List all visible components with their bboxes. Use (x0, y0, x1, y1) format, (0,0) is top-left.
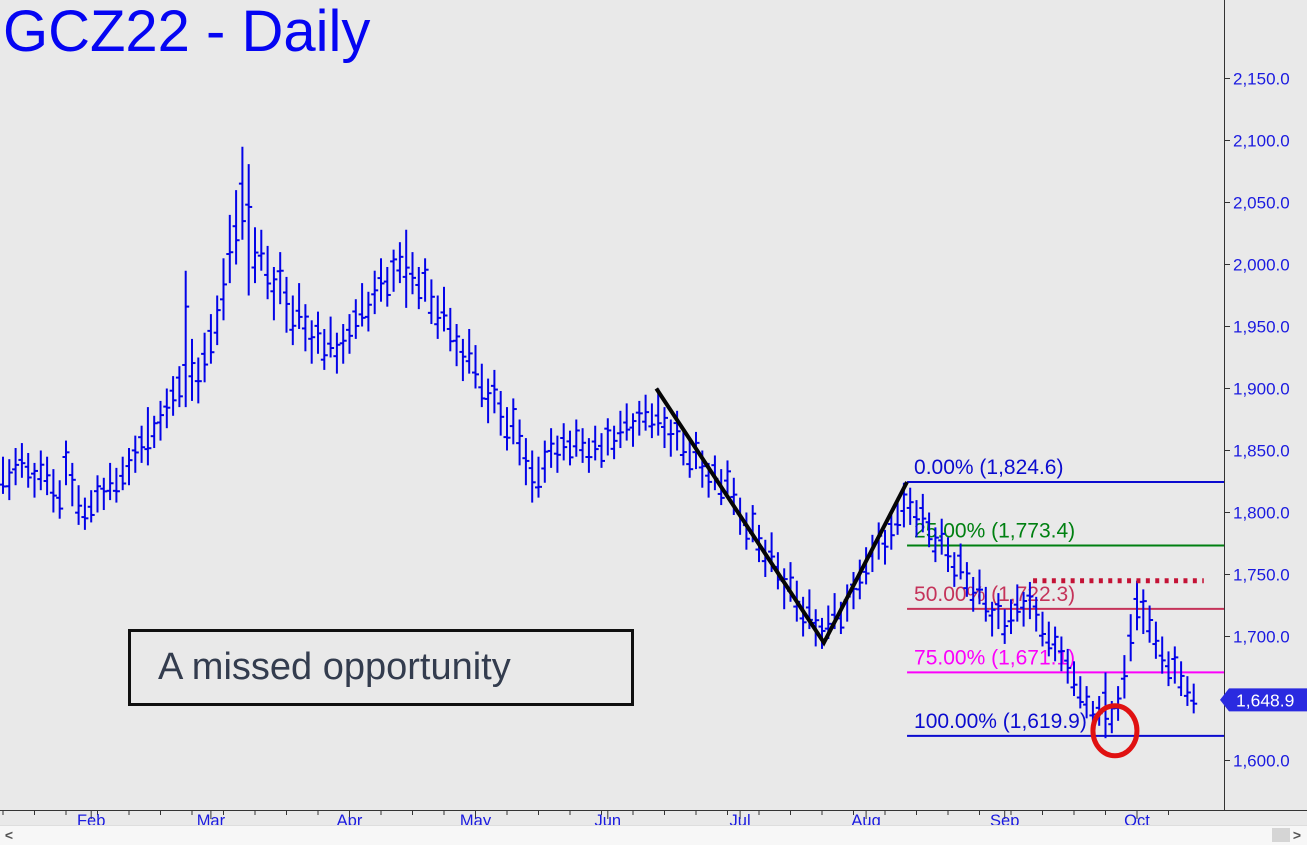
scrollbar-thumb[interactable] (1272, 828, 1290, 842)
y-axis-label: 1,750.0 (1233, 566, 1290, 585)
y-axis-label: 2,100.0 (1233, 132, 1290, 151)
price-bars (0, 146, 1198, 739)
y-axis-label: 1,900.0 (1233, 380, 1290, 399)
scroll-left-icon[interactable]: < (4, 827, 14, 843)
annotation-box: A missed opportunity (128, 629, 634, 706)
y-axis-label: 1,700.0 (1233, 628, 1290, 647)
horizontal-scrollbar[interactable]: < > (0, 825, 1307, 845)
y-axis-label: 2,150.0 (1233, 70, 1290, 89)
fib-label-25: 25.00% (1,773.4) (914, 519, 1075, 542)
y-axis-label: 2,000.0 (1233, 256, 1290, 275)
price-tag-value: 1,648.9 (1236, 690, 1294, 710)
y-axis-label: 2,050.0 (1233, 194, 1290, 213)
low-circle-annotation[interactable] (1090, 703, 1140, 759)
fib-label-100: 100.00% (1,619.9) (914, 710, 1087, 733)
fib-label-0: 0.00% (1,824.6) (914, 456, 1063, 479)
scroll-right-icon[interactable]: > (1292, 827, 1302, 843)
fib-label-50: 50.00% (1,722.3) (914, 583, 1075, 606)
y-axis-label: 1,850.0 (1233, 442, 1290, 461)
y-axis-label: 1,950.0 (1233, 318, 1290, 337)
price-tag-arrow (1220, 688, 1307, 712)
last-price-tag: 1,648.9 (1220, 688, 1307, 712)
fib-retracement-levels: 0.00% (1,824.6) 25.00% (1,773.4) 50.00% (1… (907, 456, 1224, 737)
trendline[interactable] (654, 387, 909, 647)
y-axis-label: 1,600.0 (1233, 752, 1290, 771)
fib-label-75: 75.00% (1,671.1) (914, 646, 1075, 669)
page-title: GCZ22 - Daily (3, 0, 371, 64)
annotation-text: A missed opportunity (158, 646, 511, 688)
y-axis-label: 1,800.0 (1233, 504, 1290, 523)
